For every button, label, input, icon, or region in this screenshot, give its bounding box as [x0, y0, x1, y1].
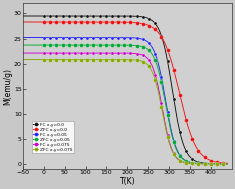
Legend: FC x,y=0.0, ZFC x,y=0.0, FC x,y=0.05, ZFC x,y=0.05, FC x,y=0.075, ZFC x,y=0.075: FC x,y=0.0, ZFC x,y=0.0, FC x,y=0.05, ZF… [31, 121, 74, 153]
X-axis label: T(K): T(K) [120, 177, 135, 186]
Y-axis label: M(emu/g): M(emu/g) [4, 68, 12, 105]
